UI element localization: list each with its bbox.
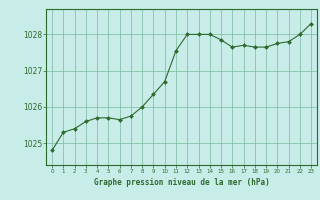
- X-axis label: Graphe pression niveau de la mer (hPa): Graphe pression niveau de la mer (hPa): [94, 178, 269, 187]
